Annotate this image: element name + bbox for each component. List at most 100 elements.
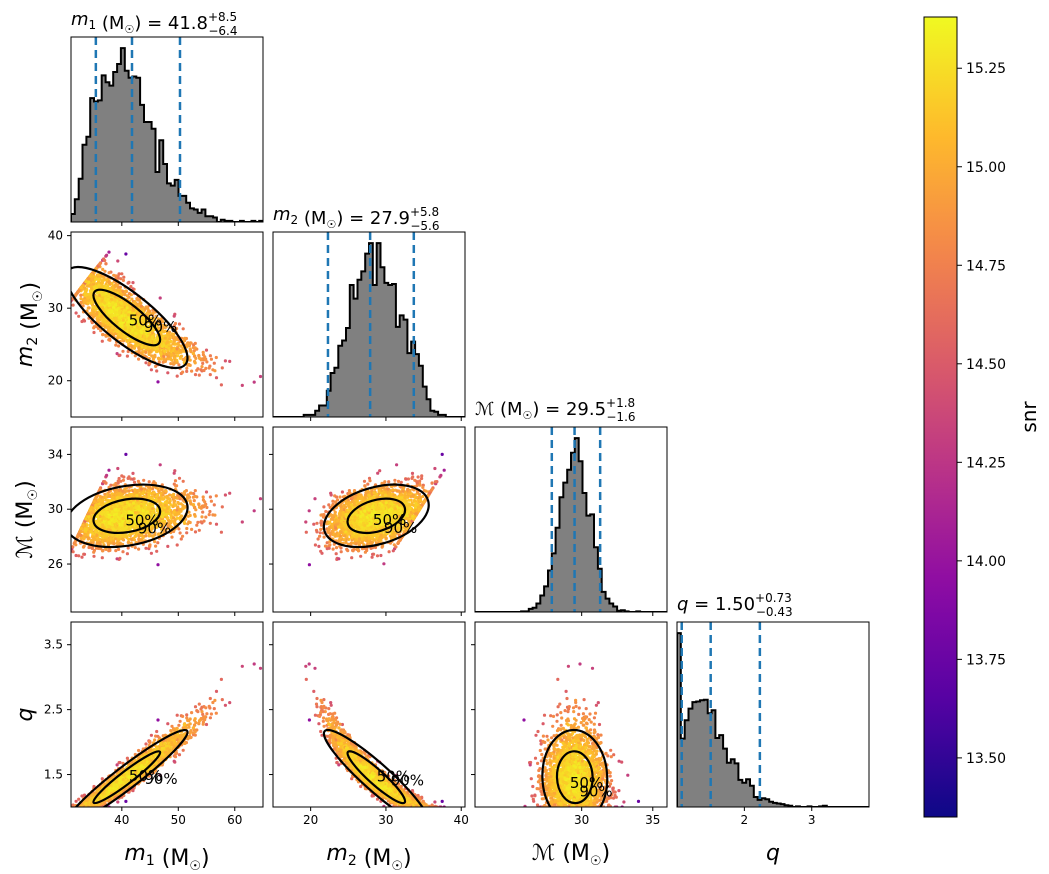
sample-point (149, 368, 153, 372)
sample-point (173, 321, 178, 326)
sample-point (74, 311, 78, 315)
sample-point (177, 502, 181, 506)
sample-point (137, 304, 141, 308)
sample-point (183, 490, 187, 494)
sample-point (130, 525, 135, 529)
sample-point (179, 354, 184, 358)
sample-point (122, 275, 126, 279)
sample-point (98, 540, 102, 544)
sample-point (131, 331, 135, 335)
sample-point (174, 503, 178, 507)
sample-point (91, 308, 95, 312)
sample-point (131, 471, 135, 475)
sample-point (91, 305, 95, 309)
sample-point (193, 373, 198, 377)
sample-point (212, 361, 216, 365)
sample-point (117, 335, 121, 339)
sample-point (124, 335, 128, 339)
sample-point (189, 348, 193, 352)
sample-point (110, 303, 114, 307)
sample-point (214, 355, 218, 360)
sample-point (177, 343, 181, 347)
sample-point (181, 370, 185, 374)
sample-point (127, 342, 131, 346)
sample-point (79, 293, 83, 297)
sample-point (147, 544, 152, 548)
sample-point (164, 509, 168, 514)
sample-point (130, 345, 134, 349)
sample-point (109, 293, 113, 297)
sample-point (114, 320, 118, 324)
sample-point (193, 341, 197, 345)
y-tick-label: 20 (48, 374, 63, 388)
sample-point (192, 349, 196, 353)
sample-point (107, 468, 111, 472)
sample-point (175, 326, 179, 331)
sample-point (117, 547, 121, 552)
sample-point (165, 527, 169, 531)
sample-point (193, 346, 197, 350)
sample-point (168, 337, 172, 341)
sample-point (98, 321, 102, 325)
sample-point (133, 546, 137, 550)
sample-point (117, 538, 121, 542)
sample-point (129, 284, 133, 289)
sample-point (161, 493, 165, 497)
sample-point (118, 504, 122, 508)
sample-point (114, 512, 119, 516)
sample-point (173, 336, 177, 340)
sample-point (203, 358, 207, 362)
sample-point (167, 354, 171, 358)
sample-point (100, 292, 104, 296)
sample-point (130, 297, 134, 301)
sample-point (151, 311, 155, 315)
histogram-outline-m2 (273, 242, 465, 417)
sample-point (130, 538, 134, 542)
sample-point (252, 380, 256, 384)
sample-point (121, 478, 125, 482)
sample-point (110, 281, 114, 285)
sample-point (163, 503, 167, 507)
sample-point (200, 515, 204, 519)
sample-point (92, 326, 96, 330)
sample-point (152, 516, 156, 520)
sample-point (107, 271, 111, 275)
sample-point (91, 277, 95, 282)
sample-point (191, 351, 196, 355)
sample-point (167, 351, 171, 355)
sample-point (159, 320, 164, 324)
panel-frame (70, 36, 264, 223)
sample-point (143, 529, 147, 533)
sample-point (116, 259, 120, 263)
sample-point (155, 549, 159, 553)
title-m2: m2 (M☉) = 27.9+5.8 −5.6 (273, 204, 439, 233)
sample-point (121, 318, 125, 322)
sample-point (120, 272, 124, 276)
sample-point (192, 354, 197, 358)
sample-point (152, 318, 156, 322)
sample-point (117, 285, 121, 289)
sample-point (219, 530, 223, 534)
sample-point (87, 530, 91, 535)
sample-point (209, 499, 213, 503)
sample-point (103, 269, 107, 273)
sample-point (89, 301, 93, 305)
sample-point (121, 349, 125, 353)
sample-point (86, 296, 90, 300)
sample-point (118, 315, 122, 319)
sample-point (103, 320, 107, 324)
sample-point (114, 310, 118, 314)
sample-point (94, 530, 98, 534)
sample-point (111, 286, 115, 290)
sample-point (132, 346, 136, 350)
sample-point (103, 297, 107, 301)
sample-point (90, 321, 94, 325)
sample-point (151, 357, 155, 361)
sample-point (121, 550, 125, 554)
sample-point (171, 516, 176, 520)
sample-point (113, 298, 117, 302)
sample-point (143, 334, 147, 338)
panel-m2-vs-m2: m2 (M☉) = 27.9+5.8 −5.6 (272, 204, 466, 421)
sample-point (154, 544, 158, 548)
sample-point (173, 479, 178, 483)
